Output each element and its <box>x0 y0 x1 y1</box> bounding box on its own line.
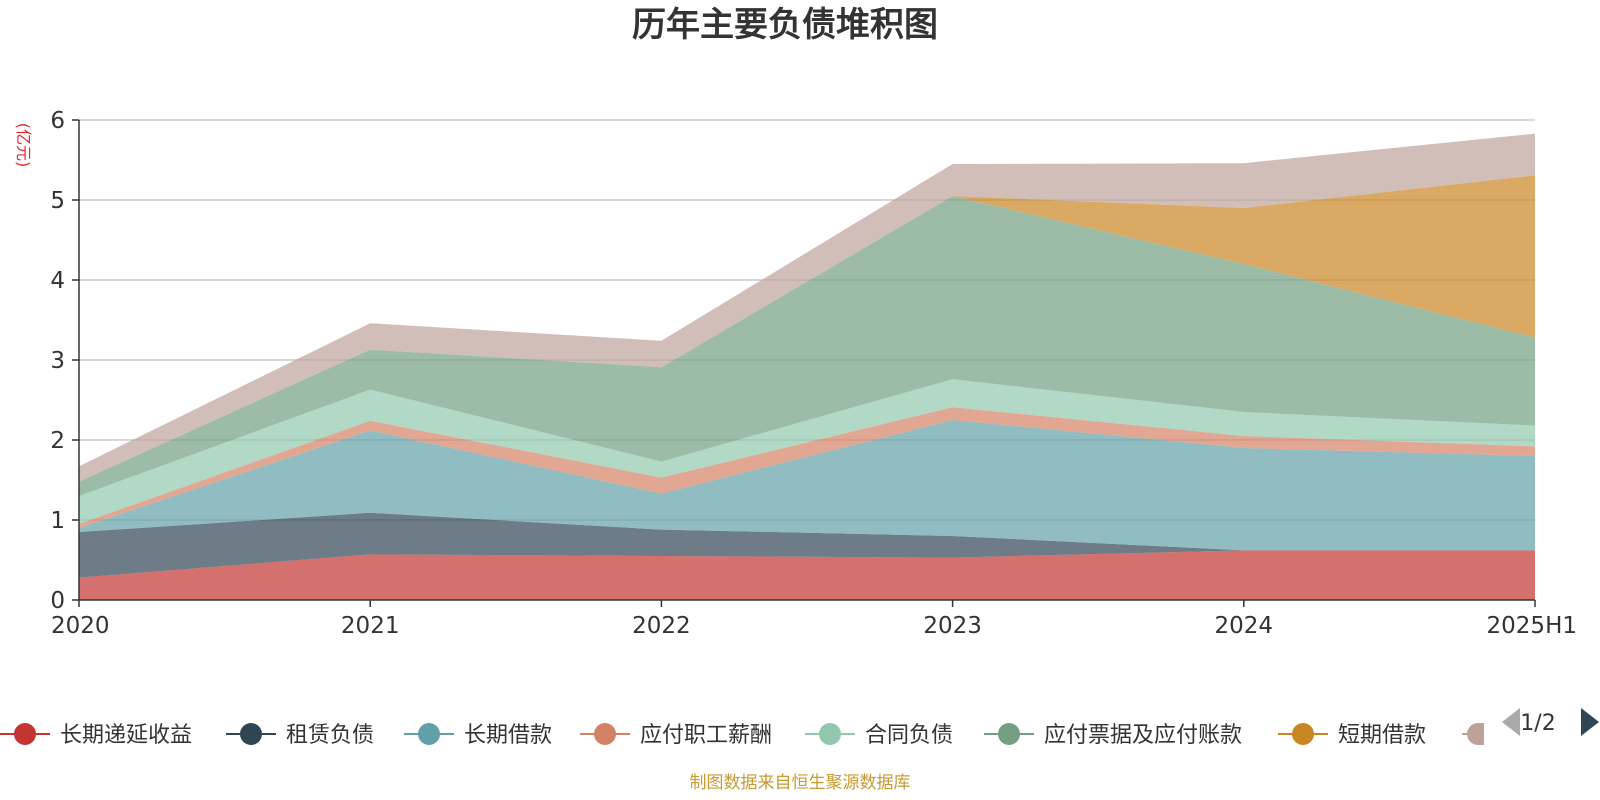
chart-title: 历年主要负债堆积图 <box>632 5 938 45</box>
legend-label: 短期借款 <box>1338 723 1426 748</box>
legend-dot-marker <box>1467 723 1484 745</box>
y-tick-label: 1 <box>50 508 65 534</box>
legend-label: 长期借款 <box>464 723 552 748</box>
legend-label: 合同负债 <box>865 723 953 748</box>
legend-item[interactable]: 长期借款 <box>404 723 552 748</box>
x-tick-label: 2020 <box>51 613 110 639</box>
legend-dot-marker <box>998 723 1020 745</box>
y-tick-label: 4 <box>50 268 65 294</box>
x-tick-label: 2021 <box>341 613 400 639</box>
legend-item[interactable]: 长期递延收益 <box>0 723 192 748</box>
legend-item-partial[interactable] <box>1462 723 1484 745</box>
legend-dot-marker <box>14 723 36 745</box>
x-tick-label: 2022 <box>632 613 691 639</box>
legend-item[interactable]: 应付职工薪酬 <box>580 723 772 748</box>
legend-pager[interactable]: 1/2 <box>1502 708 1599 736</box>
legend-label: 长期递延收益 <box>60 723 192 748</box>
area-series-5[interactable] <box>79 196 1535 496</box>
y-tick-label: 3 <box>50 348 65 374</box>
y-axis-unit-label: (亿元) <box>14 123 33 168</box>
legend-dot-marker <box>418 723 440 745</box>
y-tick-label: 2 <box>50 428 65 454</box>
legend-dot-marker <box>1292 723 1314 745</box>
legend-item[interactable]: 租赁负债 <box>226 723 374 748</box>
legend-dot-marker <box>594 723 616 745</box>
legend-label: 租赁负债 <box>286 723 374 748</box>
data-source-note: 制图数据来自恒生聚源数据库 <box>690 773 911 793</box>
area-series-3[interactable] <box>79 407 1535 528</box>
legend-label: 应付票据及应付账款 <box>1044 723 1242 748</box>
legend-dot-marker <box>240 723 262 745</box>
legend-prev-page-icon[interactable] <box>1502 708 1520 736</box>
legend-label: 应付职工薪酬 <box>640 723 772 748</box>
area-series-6[interactable] <box>79 175 1535 482</box>
area-series <box>79 133 1535 600</box>
area-series-7[interactable] <box>79 133 1535 482</box>
legend[interactable]: 长期递延收益 租赁负债 长期借款 应付职工薪酬 合同负债 应付票据及应付账款 短期借款 <box>0 723 1484 748</box>
legend-item[interactable]: 短期借款 <box>1278 723 1426 748</box>
area-series-4[interactable] <box>79 379 1535 524</box>
legend-item[interactable]: 应付票据及应付账款 <box>984 723 1242 748</box>
area-series-0[interactable] <box>79 550 1535 600</box>
legend-item[interactable]: 合同负债 <box>805 723 953 748</box>
area-series-2[interactable] <box>79 420 1535 551</box>
axes: 0 1 2 3 4 5 6 2020 2021 2022 2023 2024 2025H1 <box>50 108 1577 639</box>
area-series-1[interactable] <box>79 512 1535 578</box>
y-tick-label: 0 <box>50 588 65 614</box>
x-tick-label: 2025H1 <box>1487 613 1577 639</box>
y-tick-label: 6 <box>50 108 65 134</box>
x-tick-label: 2024 <box>1215 613 1274 639</box>
y-tick-label: 5 <box>50 188 65 214</box>
legend-next-page-icon[interactable] <box>1581 708 1599 736</box>
legend-page-indicator: 1/2 <box>1520 711 1555 736</box>
legend-dot-marker <box>819 723 841 745</box>
x-tick-label: 2023 <box>923 613 982 639</box>
